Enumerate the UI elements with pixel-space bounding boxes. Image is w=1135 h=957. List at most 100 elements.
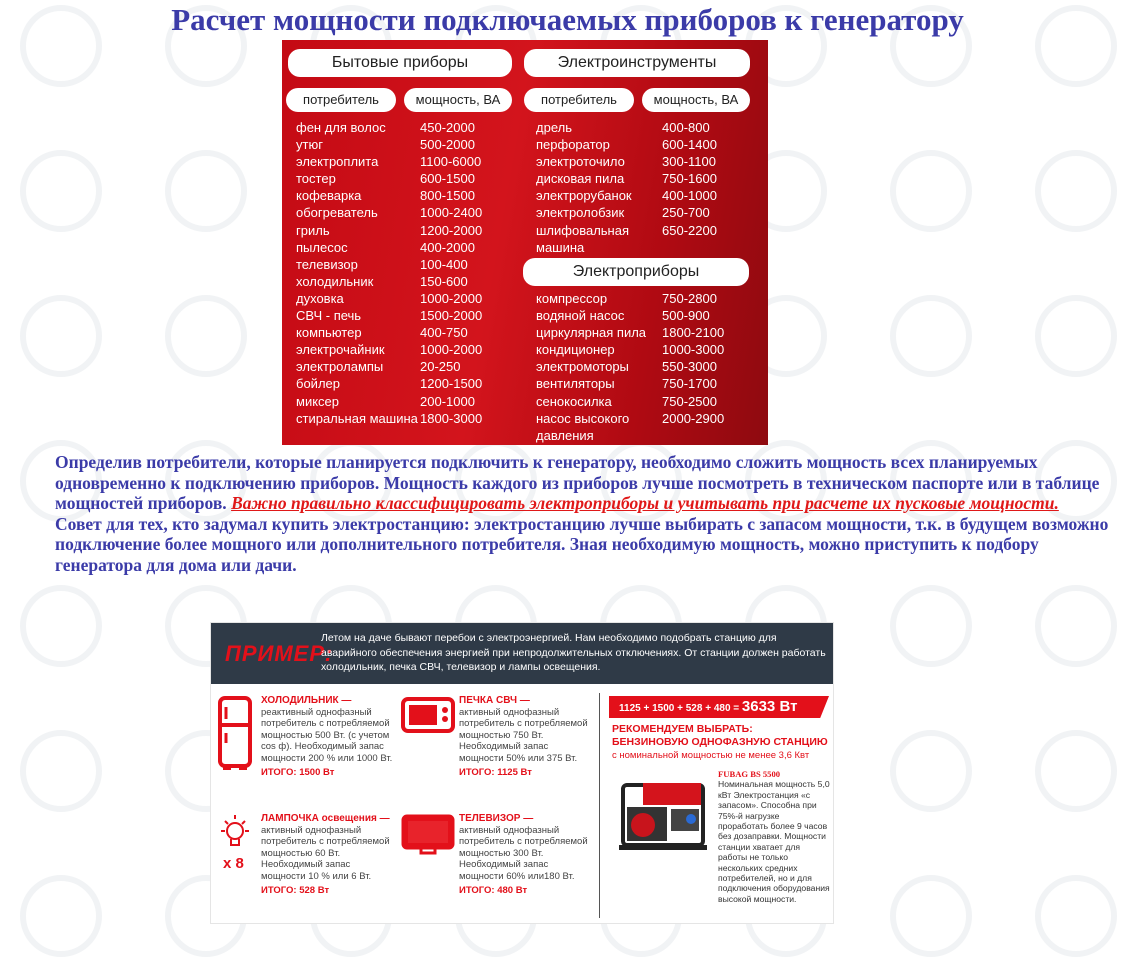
power-value: 600-1400	[662, 137, 717, 153]
consumer-name: фен для волос	[296, 120, 386, 135]
table-row: электрочайник 1000-2000	[296, 341, 516, 358]
consumer-name: сенокосилка	[536, 393, 612, 409]
consumer-name: дисковая пила	[536, 171, 625, 187]
table-row: компрессор 750-2800	[536, 290, 756, 307]
paragraph-calculation: Определив потребители, которые планирует…	[55, 452, 1115, 514]
generator-desc: Номинальная мощность 5,0 кВт Электростан…	[718, 779, 830, 904]
item-desc: реактивный однофазный потребитель с потр…	[261, 706, 393, 764]
consumer-name: электрочайник	[296, 342, 385, 358]
watermark-globe-icon	[165, 295, 247, 377]
power-value: 650-2200	[662, 222, 717, 238]
power-value: 400-2000	[420, 239, 475, 255]
power-value: 1000-2400	[420, 205, 483, 221]
table-row: кофеварка 800-1500	[296, 187, 516, 204]
total-formula: 1125 + 1500 + 528 + 480 = 3633 Вт	[609, 696, 829, 718]
table-row: стиральная машина 1800-3000	[296, 410, 516, 427]
consumer-name: бойлер	[296, 376, 340, 392]
item-desc: активный однофазный потребитель с потреб…	[459, 824, 588, 882]
consumer-name: утюг	[296, 137, 323, 153]
table-row: электрорубанок 400-1000	[536, 187, 756, 204]
consumer-name: обогреватель	[296, 205, 378, 221]
table-row: электролампы 20-250	[296, 358, 516, 375]
watermark-globe-icon	[890, 585, 972, 667]
watermark-globe-icon	[1035, 730, 1117, 812]
power-value: 2000-2900	[662, 410, 725, 426]
table-row: электролобзик 250-700	[536, 204, 756, 221]
recommendation: РЕКОМЕНДУЕМ ВЫБРАТЬ: БЕНЗИНОВУЮ ОДНОФАЗН…	[612, 723, 830, 762]
item-desc: активный однофазный потребитель с потреб…	[261, 824, 390, 882]
power-value: 1100-6000	[420, 154, 482, 170]
consumer-name: телевизор	[296, 256, 358, 272]
tools-header: Электроинструменты	[524, 49, 750, 77]
consumer-name: водяной насос	[536, 308, 625, 324]
item-total: ИТОГО: 1125 Вт	[459, 767, 532, 778]
consumer-name: вентиляторы	[536, 376, 615, 392]
power-value: 1000-2000	[420, 342, 483, 358]
table-row: электроплита 1100-6000	[296, 153, 516, 170]
example-intro: Летом на даче бывают перебои с электроэн…	[321, 632, 826, 673]
power-value: 100-400	[420, 256, 468, 272]
table-row: дисковая пила 750-1600	[536, 170, 756, 187]
table-row: сенокосилка 750-2500	[536, 393, 756, 410]
power-value: 1000-3000	[662, 342, 725, 358]
formula-text: 1125 + 1500 + 528 + 480 =	[619, 703, 740, 714]
item-title: ХОЛОДИЛЬНИК —	[261, 695, 352, 706]
lightbulb-multiplier: x 8	[223, 855, 244, 872]
item-total: ИТОГО: 480 Вт	[459, 885, 528, 896]
classification-link[interactable]: Важно правильно классифицировать электро…	[231, 493, 1059, 513]
table-row: фен для волос 450-2000	[296, 119, 516, 136]
consumer-name: СВЧ - печь	[296, 308, 362, 324]
table-row: вентиляторы 750-1700	[536, 375, 756, 392]
paragraph-advice: Совет для тех, кто задумал купить электр…	[55, 513, 1109, 575]
power-value: 1200-1500	[420, 376, 483, 392]
watermark-globe-icon	[165, 150, 247, 232]
consumer-name: электроточило	[536, 154, 625, 170]
watermark-globe-icon	[890, 875, 972, 957]
household-header: Бытовые приборы	[288, 49, 512, 77]
item-title: ТЕЛЕВИЗОР —	[459, 813, 534, 824]
consumer-name: компрессор	[536, 291, 608, 306]
table-row: водяной насос 500-900	[536, 307, 756, 324]
table-row: насос высокого давления 2000-2900	[536, 410, 756, 444]
watermark-globe-icon	[1035, 295, 1117, 377]
recommend-sub: с номинальной мощностью не менее 3,6 Квт	[612, 750, 810, 761]
table-row: пылесос 400-2000	[296, 239, 516, 256]
power-value: 400-750	[420, 325, 468, 341]
table-row: гриль 1200-2000	[296, 222, 516, 239]
article-text: Определив потребители, которые планирует…	[55, 452, 1115, 575]
watermark-globe-icon	[20, 875, 102, 957]
lightbulb-icon	[221, 815, 249, 846]
watermark-globe-icon	[20, 585, 102, 667]
item-total: ИТОГО: 528 Вт	[261, 885, 330, 896]
power-value: 1200-2000	[420, 222, 483, 238]
power-value: 450-2000	[420, 120, 475, 135]
formula-result: 3633 Вт	[741, 698, 798, 715]
watermark-globe-icon	[1035, 875, 1117, 957]
watermark-globe-icon	[20, 150, 102, 232]
power-value: 150-600	[420, 273, 468, 289]
table-row: утюг 500-2000	[296, 136, 516, 153]
table-row: тостер 600-1500	[296, 170, 516, 187]
table-row: шлифовальная машина 650-2200	[536, 222, 756, 256]
watermark-globe-icon	[1035, 585, 1117, 667]
power-value: 750-1700	[662, 376, 717, 392]
consumer-name: кондиционер	[536, 342, 615, 358]
household-col-consumer: потребитель	[286, 88, 396, 112]
consumer-name: шлифовальная машина	[536, 222, 629, 255]
power-value: 750-2500	[662, 393, 717, 409]
consumer-name: миксер	[296, 393, 339, 409]
power-value: 550-3000	[662, 359, 717, 375]
item-desc: активный однофазный потребитель с потреб…	[459, 706, 588, 764]
power-value: 1800-3000	[420, 410, 483, 426]
household-rows: фен для волос 450-2000 утюг 500-2000 электро…	[296, 119, 516, 427]
example-header: ПРИМЕР: Летом на даче бывают перебои с э…	[211, 623, 833, 684]
watermark-globe-icon	[890, 150, 972, 232]
recommend-line2: БЕНЗИНОВУЮ ОДНОФАЗНУЮ СТАНЦИЮ	[612, 736, 828, 748]
consumer-name: пылесос	[296, 239, 348, 255]
watermark-globe-icon	[20, 730, 102, 812]
power-value: 20-250	[420, 359, 461, 375]
fridge-icon	[218, 696, 252, 770]
consumer-name: духовка	[296, 290, 344, 306]
power-value: 1800-2100	[662, 325, 725, 341]
item-total: ИТОГО: 1500 Вт	[261, 767, 335, 778]
